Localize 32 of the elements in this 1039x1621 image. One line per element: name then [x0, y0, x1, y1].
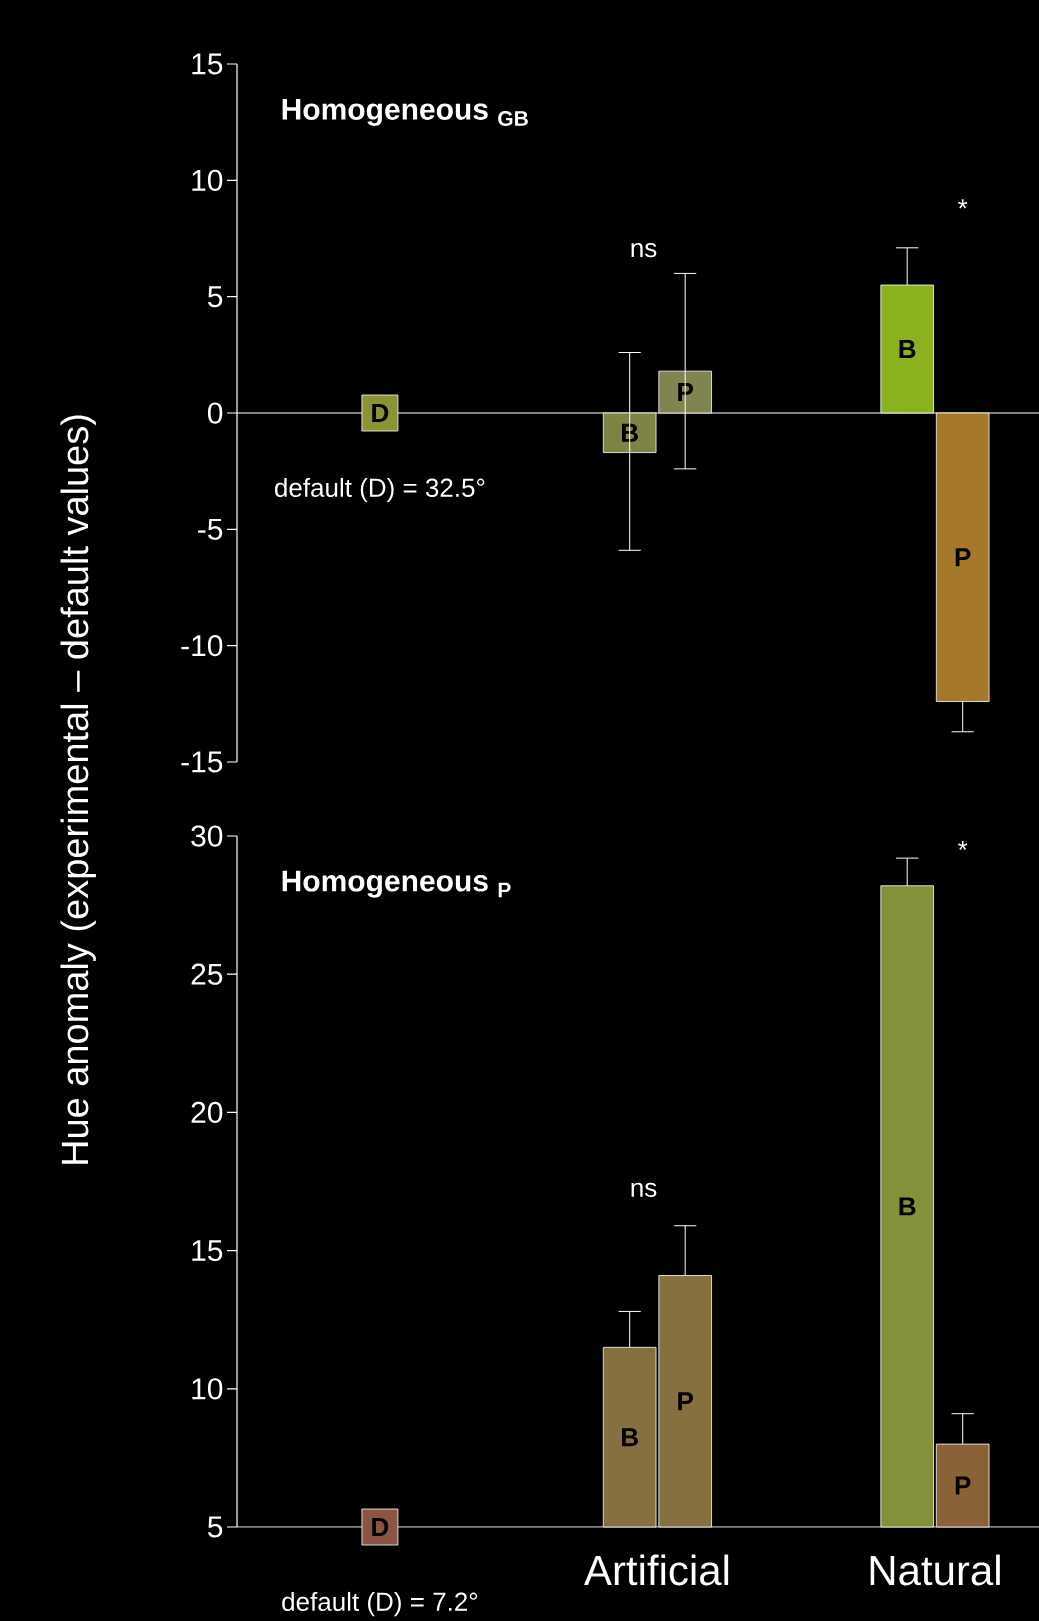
series-label: B: [622, 1428, 638, 1447]
y-tick-label: 0: [207, 402, 223, 424]
text: P: [955, 548, 971, 567]
y-tick-label: 5: [207, 1516, 223, 1538]
y-tick-label: -10: [181, 635, 223, 657]
y-tick-label: 15: [192, 1240, 223, 1262]
y-tick-label: 20: [191, 1101, 223, 1124]
y-tick-label: -15: [181, 751, 223, 773]
annotation: default (D) = 32.5°: [275, 477, 485, 503]
text: P: [678, 1392, 693, 1411]
y-tick-label: 30: [191, 825, 223, 847]
y-tick-label: 15: [192, 53, 223, 75]
annotation: *: [958, 840, 968, 851]
y-tick-label: 25: [191, 963, 223, 985]
text: Homogeneous $_{P}$: [282, 870, 511, 898]
series-label: D: [372, 1518, 389, 1536]
y-tick-label: -5: [198, 518, 223, 540]
x-tick-label: Natural: [870, 1554, 1000, 1586]
annotation: ns: [631, 1182, 657, 1197]
y-axis-title: Hue anomaly (experimental – default values): [60, 415, 96, 1164]
annotation: ns: [631, 243, 657, 258]
annotation: *: [958, 199, 968, 209]
y-tick-label: 10: [192, 169, 223, 191]
y-tick-label: 5: [207, 286, 223, 308]
x-tick-label: Artificial: [584, 1554, 729, 1586]
text: B: [899, 340, 916, 358]
text: default (D) = 7.2°: [282, 1591, 478, 1617]
text: B: [899, 1197, 916, 1216]
y-tick-label: 10: [192, 1378, 223, 1400]
series-label: P: [955, 1476, 971, 1495]
series-label: D: [372, 404, 389, 422]
text: Homogeneous $_{GB}$: [282, 98, 528, 126]
